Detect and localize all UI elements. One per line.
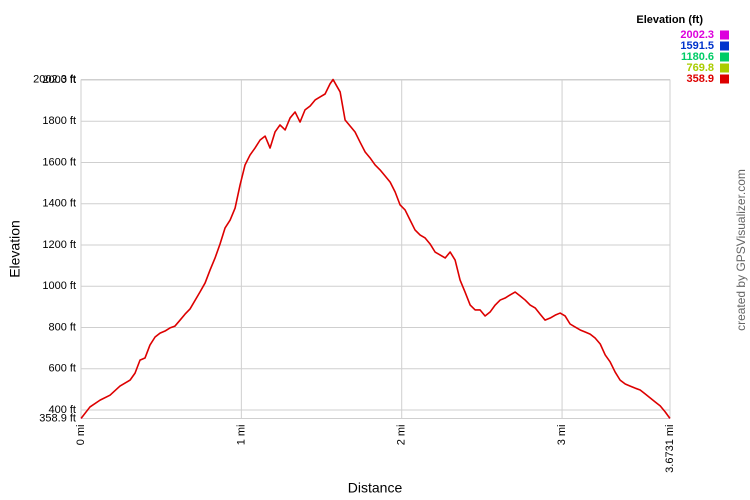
legend-label: 1180.6 [681, 51, 714, 63]
y-tick-label: 358.9 ft [39, 412, 76, 424]
legend-swatch [720, 41, 729, 51]
legend-swatch [720, 30, 729, 40]
y-tick-label: 400 ft [48, 404, 76, 416]
y-tick-label: 1400 ft [42, 198, 76, 210]
x-tick-label: 0 mi [75, 425, 87, 446]
legend-swatch [720, 52, 729, 62]
legend-swatch [720, 63, 729, 73]
x-tick-label: 1 mi [235, 425, 247, 446]
y-tick-label: 1600 ft [42, 156, 76, 168]
legend-label: 358.9 [686, 73, 714, 85]
y-axis-title: Elevation [7, 220, 23, 278]
legend-swatch [720, 74, 729, 84]
y-tick-label: 2000 ft [42, 74, 76, 86]
y-tick-label: 1200 ft [42, 239, 76, 251]
x-tick-label: 3.6731 mi [664, 425, 676, 473]
legend-label: 1591.5 [680, 40, 714, 52]
x-tick-label: 3 mi [556, 425, 568, 446]
x-axis-title: Distance [348, 480, 403, 496]
y-tick-label: 800 ft [48, 321, 76, 333]
y-tick-label: 600 ft [48, 363, 76, 375]
x-tick-label: 2 mi [396, 425, 408, 446]
y-tick-label: 2002.3 ft [33, 73, 76, 85]
elevation-line [80, 78, 671, 419]
legend-label: 769.8 [686, 62, 714, 74]
credit: created by GPSVisualizer.com [734, 169, 748, 331]
y-tick-label: 1000 ft [42, 280, 76, 292]
legend-label: 2002.3 [680, 29, 714, 41]
y-tick-label: 1800 ft [42, 115, 76, 127]
legend-title: Elevation (ft) [636, 14, 703, 26]
